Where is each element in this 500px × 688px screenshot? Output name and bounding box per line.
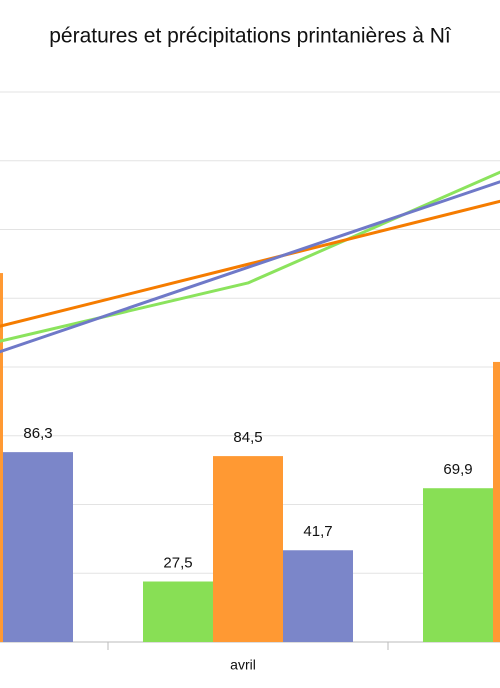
bar (493, 361, 500, 642)
bars (0, 273, 500, 642)
bar (0, 273, 3, 642)
line (0, 170, 500, 343)
bar (283, 550, 353, 642)
lines (0, 170, 500, 354)
line (0, 180, 500, 354)
data-label: 41,7 (303, 523, 332, 540)
line (0, 199, 500, 328)
data-label: 69,9 (443, 461, 472, 478)
chart-title: pératures et précipitations printanières… (49, 25, 452, 48)
bar (423, 488, 493, 642)
data-label: 27,5 (163, 554, 192, 571)
bar (213, 456, 283, 642)
data-label: 86,3 (23, 425, 52, 442)
x-tick-label: avril (230, 657, 256, 673)
labels: avril 27,5 69,9 84,5 86,3 41,7 (23, 425, 472, 673)
data-label: 84,5 (233, 429, 262, 446)
bar (3, 452, 73, 642)
bar (143, 581, 213, 642)
